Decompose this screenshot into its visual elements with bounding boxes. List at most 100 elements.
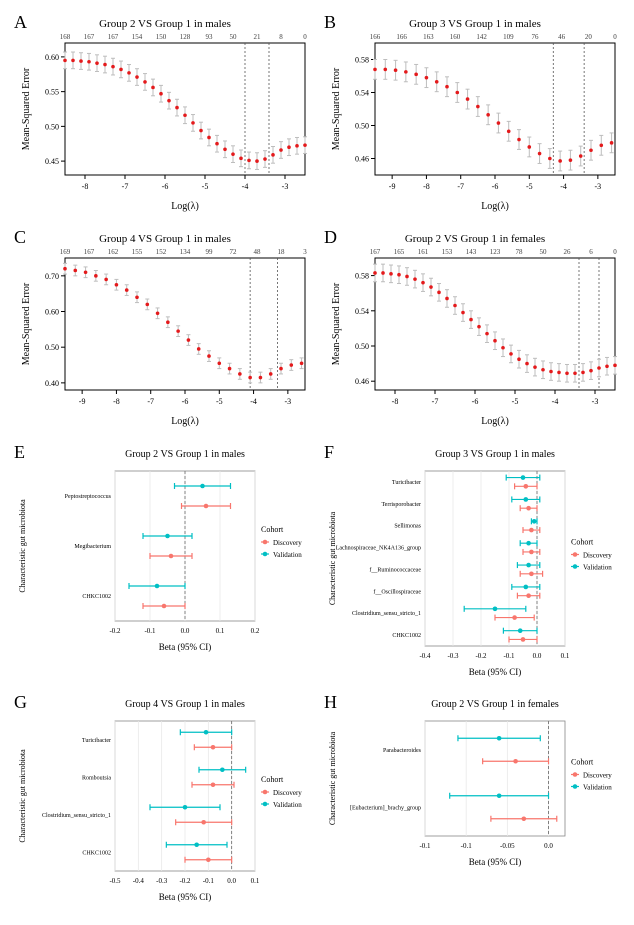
- svg-text:150: 150: [156, 33, 167, 41]
- panel-G: GGroup 4 VS Group 1 in males-0.5-0.4-0.3…: [10, 690, 320, 915]
- svg-text:-6: -6: [162, 182, 169, 191]
- svg-text:0: 0: [613, 248, 617, 256]
- svg-text:Validation: Validation: [273, 801, 302, 809]
- svg-text:76: 76: [532, 33, 540, 41]
- svg-text:153: 153: [442, 248, 453, 256]
- svg-text:-8: -8: [82, 182, 89, 191]
- svg-text:8: 8: [279, 33, 283, 41]
- svg-text:-3: -3: [282, 182, 289, 191]
- panel-label-E: E: [14, 442, 25, 463]
- svg-text:0.58: 0.58: [355, 56, 369, 65]
- svg-text:166: 166: [370, 33, 381, 41]
- svg-text:Peptostreptococcus: Peptostreptococcus: [65, 494, 112, 500]
- svg-text:-5: -5: [526, 182, 533, 191]
- svg-text:Lachnospiraceae_NK4A136_group: Lachnospiraceae_NK4A136_group: [336, 546, 421, 552]
- svg-text:Cohort: Cohort: [571, 538, 594, 547]
- panel-C: CGroup 4 VS Group 1 in males169167162155…: [10, 225, 320, 440]
- svg-text:Turicibacter: Turicibacter: [82, 738, 111, 744]
- svg-text:Terrisporobacter: Terrisporobacter: [381, 502, 421, 508]
- svg-text:-8: -8: [113, 397, 120, 406]
- svg-text:0.0: 0.0: [533, 652, 542, 660]
- svg-text:143: 143: [466, 248, 477, 256]
- svg-text:Characteristic gut microbiota: Characteristic gut microbiota: [328, 511, 337, 605]
- svg-text:Group 2 VS Group 1 in males: Group 2 VS Group 1 in males: [125, 449, 245, 460]
- svg-text:166: 166: [396, 33, 407, 41]
- svg-text:0.40: 0.40: [45, 379, 59, 388]
- svg-text:CHKC1002: CHKC1002: [82, 594, 111, 600]
- svg-text:Mean-Squared Error: Mean-Squared Error: [331, 282, 342, 365]
- svg-text:-0.4: -0.4: [419, 652, 431, 660]
- panel-A: AGroup 2 VS Group 1 in males168167167154…: [10, 10, 320, 225]
- svg-text:Clostridium_sensu_stricto_1: Clostridium_sensu_stricto_1: [352, 611, 421, 617]
- svg-text:0.45: 0.45: [45, 157, 59, 166]
- svg-text:26: 26: [564, 248, 572, 256]
- svg-text:155: 155: [132, 248, 143, 256]
- panel-B: BGroup 3 VS Group 1 in males166166163160…: [320, 10, 630, 225]
- panel-label-G: G: [14, 692, 27, 713]
- svg-text:162: 162: [108, 248, 119, 256]
- svg-text:142: 142: [476, 33, 487, 41]
- svg-text:72: 72: [230, 248, 238, 256]
- svg-text:Beta (95% CI): Beta (95% CI): [159, 642, 211, 652]
- svg-text:20: 20: [585, 33, 593, 41]
- panel-label-F: F: [324, 442, 334, 463]
- svg-text:Turicibacter: Turicibacter: [392, 480, 421, 486]
- svg-text:-5: -5: [512, 397, 519, 406]
- svg-text:-6: -6: [472, 397, 479, 406]
- svg-text:f__Ruminococcaceae: f__Ruminococcaceae: [369, 566, 421, 573]
- svg-text:Characteristic gut microbiota: Characteristic gut microbiota: [328, 731, 337, 825]
- svg-text:0.54: 0.54: [355, 307, 369, 316]
- svg-text:-0.05: -0.05: [500, 842, 515, 850]
- svg-text:-4: -4: [250, 397, 257, 406]
- svg-text:0.50: 0.50: [355, 342, 369, 351]
- svg-text:0.70: 0.70: [45, 272, 59, 281]
- svg-text:134: 134: [180, 248, 191, 256]
- svg-text:99: 99: [206, 248, 214, 256]
- svg-text:-7: -7: [122, 182, 129, 191]
- svg-text:123: 123: [490, 248, 501, 256]
- svg-text:-0.1: -0.1: [144, 627, 156, 635]
- svg-text:0.60: 0.60: [45, 53, 59, 62]
- svg-text:3: 3: [303, 248, 307, 256]
- svg-text:0.50: 0.50: [355, 122, 369, 131]
- svg-text:Clostridium_sensu_stricto_1: Clostridium_sensu_stricto_1: [42, 813, 111, 819]
- svg-text:Discovery: Discovery: [583, 552, 612, 560]
- panel-label-A: A: [14, 12, 27, 33]
- svg-text:0.46: 0.46: [355, 155, 369, 164]
- svg-text:Log(λ): Log(λ): [171, 416, 199, 427]
- svg-text:0.54: 0.54: [355, 89, 369, 98]
- svg-text:0.0: 0.0: [181, 627, 190, 635]
- svg-text:50: 50: [540, 248, 548, 256]
- svg-text:-0.1: -0.1: [419, 842, 431, 850]
- svg-text:165: 165: [394, 248, 405, 256]
- svg-text:-0.2: -0.2: [109, 627, 121, 635]
- svg-text:-3: -3: [285, 397, 292, 406]
- svg-text:167: 167: [84, 33, 95, 41]
- svg-text:Validation: Validation: [583, 784, 612, 792]
- mse-plot-A: Group 2 VS Group 1 in males1681671671541…: [15, 15, 315, 215]
- svg-text:Discovery: Discovery: [273, 539, 302, 547]
- svg-text:-0.4: -0.4: [133, 877, 145, 885]
- svg-text:[Eubacterium]_brachy_group: [Eubacterium]_brachy_group: [350, 805, 421, 811]
- svg-text:21: 21: [254, 33, 262, 41]
- svg-text:-9: -9: [79, 397, 86, 406]
- svg-text:Validation: Validation: [583, 564, 612, 572]
- svg-text:-4: -4: [552, 397, 559, 406]
- svg-text:0.60: 0.60: [45, 308, 59, 317]
- svg-text:Group 2 VS Group 1 in females: Group 2 VS Group 1 in females: [405, 233, 545, 245]
- panel-label-H: H: [324, 692, 337, 713]
- forest-plot-H: Group 2 VS Group 1 in females-0.1-0.1-0.…: [325, 695, 625, 870]
- svg-text:Beta (95% CI): Beta (95% CI): [469, 857, 521, 867]
- svg-text:-0.2: -0.2: [475, 652, 487, 660]
- svg-text:0: 0: [613, 33, 617, 41]
- panel-F: FGroup 3 VS Group 1 in males-0.4-0.3-0.2…: [320, 440, 630, 690]
- svg-text:168: 168: [60, 33, 71, 41]
- svg-text:0.58: 0.58: [355, 272, 369, 281]
- svg-text:Beta (95% CI): Beta (95% CI): [469, 667, 521, 677]
- svg-text:-3: -3: [592, 397, 599, 406]
- svg-text:93: 93: [206, 33, 214, 41]
- svg-text:48: 48: [254, 248, 262, 256]
- svg-text:152: 152: [156, 248, 167, 256]
- svg-text:169: 169: [60, 248, 71, 256]
- forest-plot-F: Group 3 VS Group 1 in males-0.4-0.3-0.2-…: [325, 445, 625, 680]
